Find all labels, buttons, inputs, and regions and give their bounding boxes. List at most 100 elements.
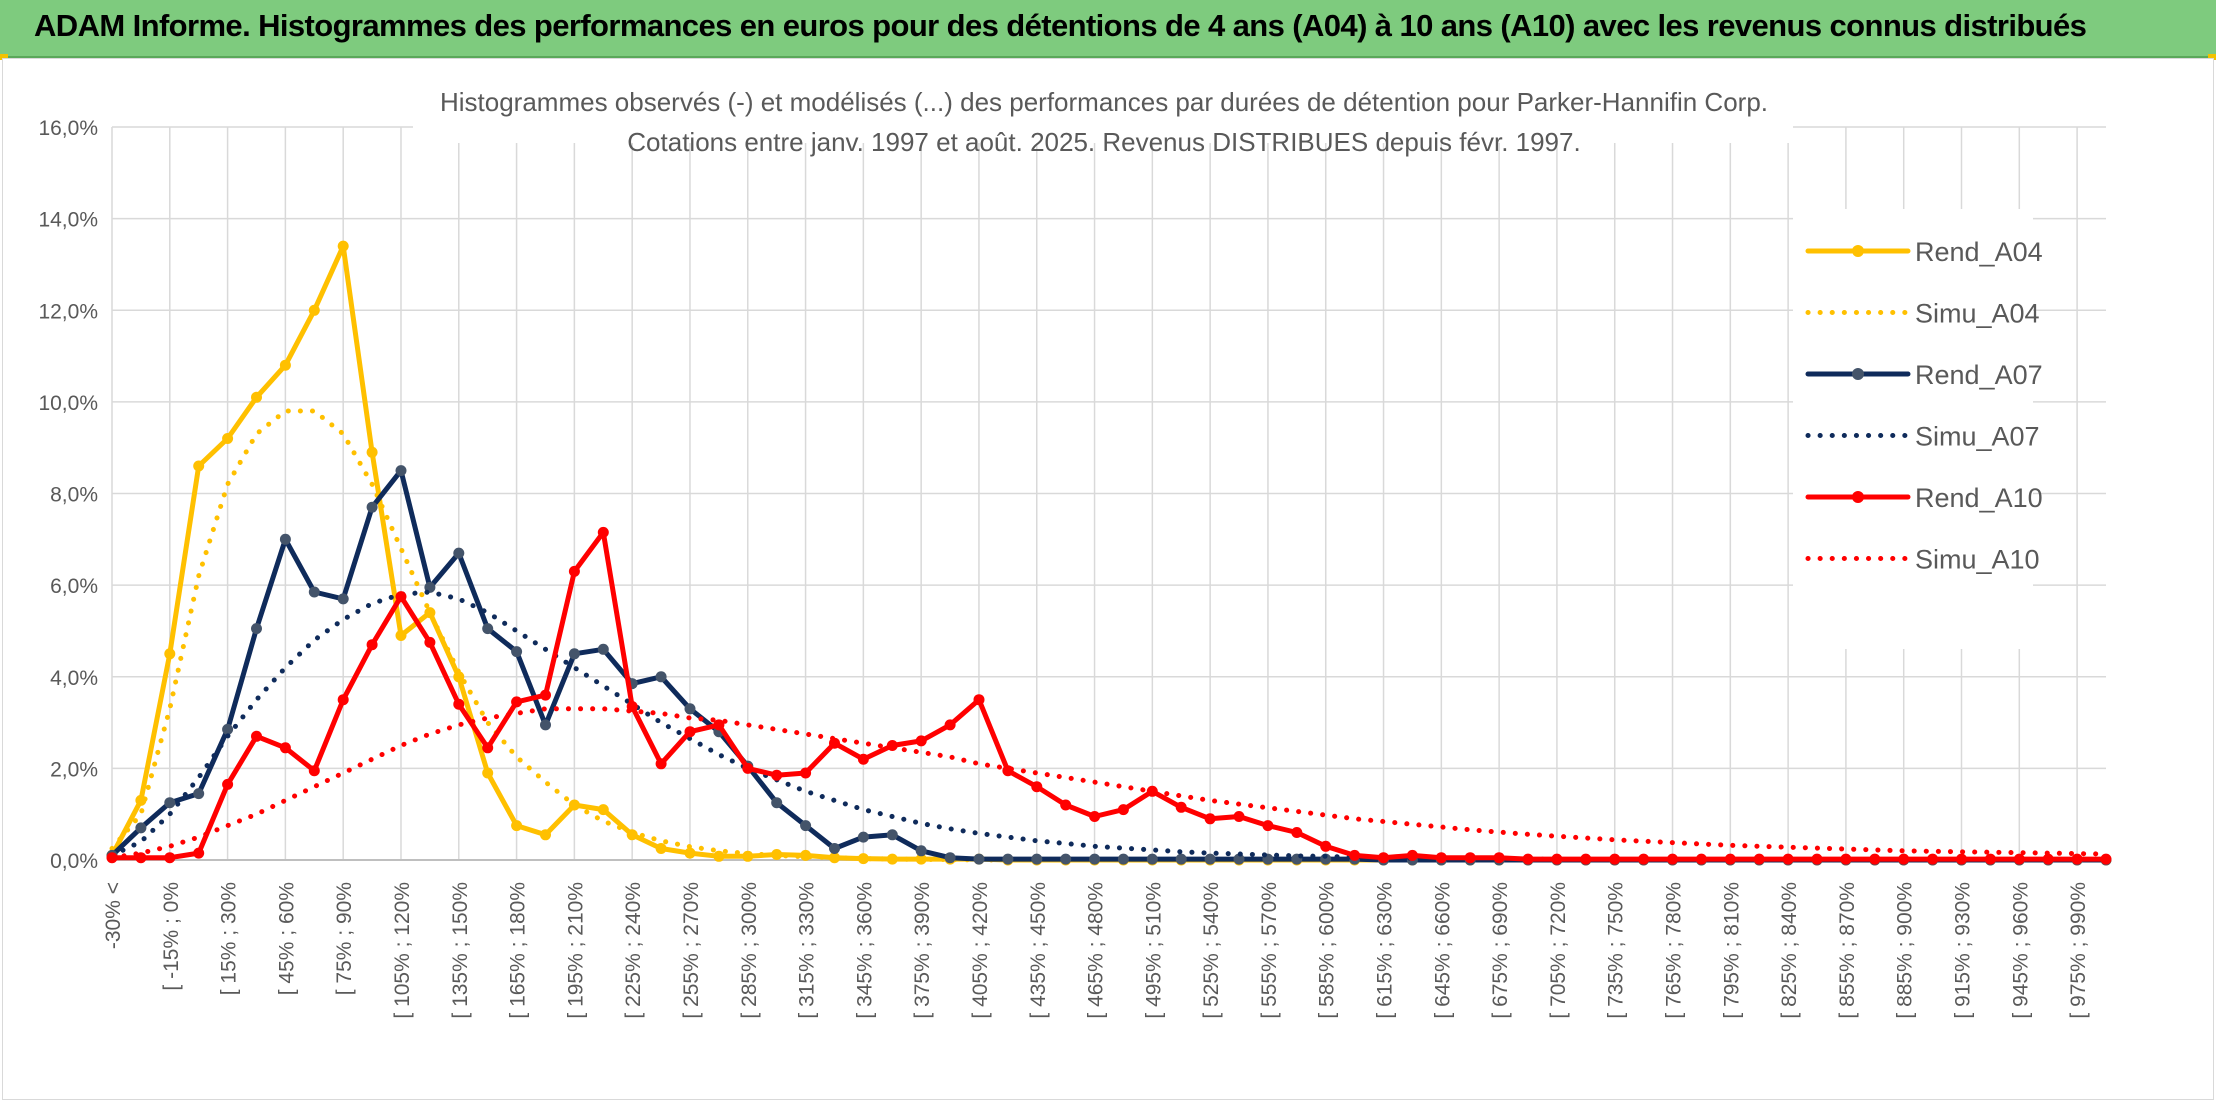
data-point [482, 767, 494, 779]
data-point [1175, 801, 1187, 813]
data-point [251, 391, 262, 403]
data-point [511, 646, 523, 658]
x-tick-label: -30% < [102, 882, 125, 949]
x-tick-label: [ 885% ; 900% [1894, 882, 1917, 1019]
data-point [164, 797, 176, 809]
series-line-Rend_A10 [109, 529, 2109, 862]
data-point [453, 671, 465, 683]
data-point [279, 533, 291, 545]
y-tick-label: 4,0% [50, 667, 98, 690]
y-tick-label: 2,0% [50, 758, 98, 781]
data-point [308, 765, 320, 777]
x-axis-ticks: -30% < [ -15% ; 0% [ 15% ; 30% [ 45% ; 60% [… [102, 882, 2090, 1019]
data-point [655, 671, 667, 683]
x-tick-label: [ 585% ; 600% [1316, 882, 1339, 1019]
data-point [1956, 853, 1967, 865]
data-point [1060, 853, 1072, 865]
legend-marker [1852, 245, 1864, 257]
data-point [193, 460, 205, 472]
x-tick-label: [ 435% ; 450% [1027, 882, 1050, 1019]
x-tick-label: [ 555% ; 570% [1258, 882, 1281, 1019]
data-point [2013, 853, 2025, 865]
data-point [511, 696, 523, 708]
y-tick-label: 0,0% [50, 850, 98, 873]
data-point [1031, 853, 1043, 865]
data-point [193, 847, 205, 859]
data-point [1406, 849, 1418, 861]
data-point [1204, 813, 1216, 825]
data-point [1089, 811, 1101, 822]
x-tick-label: [ 255% ; 270% [680, 882, 703, 1019]
data-point [857, 831, 869, 843]
x-tick-label: [ 135% ; 150% [449, 882, 472, 1019]
data-point [1175, 853, 1187, 865]
data-point [251, 623, 262, 635]
data-point [337, 240, 349, 252]
title-background [413, 63, 1793, 143]
data-point [279, 742, 291, 754]
data-point [1667, 853, 1678, 865]
data-point [684, 726, 696, 738]
data-point [366, 501, 378, 513]
data-point [540, 829, 551, 841]
data-point [568, 648, 580, 660]
x-tick-label: [ 195% ; 210% [564, 882, 587, 1019]
data-point [597, 804, 609, 816]
data-point [1117, 804, 1129, 816]
data-point [1233, 811, 1245, 822]
x-tick-label: [ 795% ; 810% [1720, 882, 1743, 1019]
data-point [540, 689, 551, 701]
data-point [1638, 853, 1650, 865]
y-tick-label: 8,0% [50, 484, 98, 507]
data-point [1378, 852, 1389, 864]
data-point [1320, 840, 1332, 852]
data-point [164, 648, 176, 660]
chart-title: Histogrammes observés (-) et modélisés (… [440, 87, 1768, 117]
data-point [800, 767, 812, 779]
x-tick-label: [ 705% ; 720% [1547, 882, 1570, 1019]
data-point [597, 526, 609, 538]
y-tick-label: 10,0% [38, 392, 98, 415]
data-point [395, 465, 407, 477]
data-point [337, 694, 349, 706]
data-point [800, 820, 812, 832]
data-point [482, 623, 494, 635]
y-tick-label: 14,0% [38, 209, 98, 232]
data-point [684, 847, 696, 859]
x-tick-label: [ 855% ; 870% [1836, 882, 1859, 1019]
chart-area: 0,0% 2,0% 4,0% 6,0% 8,0% 10,0% 12,0% 14,0% 16,0%… [2, 58, 2214, 1100]
data-point [886, 829, 898, 841]
x-tick-label: [ 975% ; 990% [2067, 882, 2090, 1019]
data-point [482, 742, 494, 754]
x-tick-label: [ 345% ; 360% [853, 882, 876, 1019]
legend-label: Simu_A10 [1915, 545, 2040, 575]
x-tick-label: [ 915% ; 930% [1952, 882, 1975, 1019]
data-point [395, 591, 407, 603]
data-point [1753, 853, 1765, 865]
x-tick-label: [ 945% ; 960% [2009, 882, 2032, 1019]
data-point [1782, 853, 1794, 865]
data-point [1984, 853, 1996, 865]
data-point [915, 735, 927, 747]
data-point [713, 850, 725, 862]
data-point [222, 723, 234, 735]
data-point [973, 853, 985, 865]
data-point [366, 446, 378, 458]
data-point [1580, 853, 1592, 865]
data-point [1146, 853, 1158, 865]
data-point [308, 586, 320, 598]
data-point [1349, 849, 1361, 861]
data-point [540, 719, 551, 731]
legend-label: Simu_A04 [1915, 299, 2040, 329]
data-point [944, 719, 956, 731]
x-tick-label: [ 645% ; 660% [1431, 882, 1454, 1019]
data-point [1927, 853, 1939, 865]
legend-label: Rend_A07 [1915, 360, 2043, 390]
data-point [568, 565, 580, 577]
series-lines [106, 240, 2112, 866]
corner-mark [2208, 54, 2216, 60]
data-point [1291, 827, 1303, 838]
x-tick-label: [ 285% ; 300% [738, 882, 761, 1019]
data-point [1233, 853, 1245, 865]
data-point [1117, 853, 1129, 865]
